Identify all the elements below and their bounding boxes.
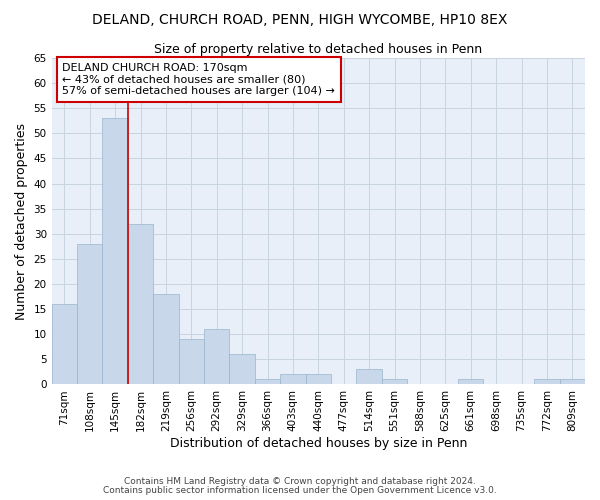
Y-axis label: Number of detached properties: Number of detached properties [15, 123, 28, 320]
Bar [305, 374, 331, 384]
Bar [179, 340, 204, 384]
Bar [229, 354, 255, 384]
Bar [560, 380, 585, 384]
Text: DELAND, CHURCH ROAD, PENN, HIGH WYCOMBE, HP10 8EX: DELAND, CHURCH ROAD, PENN, HIGH WYCOMBE,… [92, 12, 508, 26]
Title: Size of property relative to detached houses in Penn: Size of property relative to detached ho… [154, 42, 482, 56]
Bar [382, 380, 407, 384]
Bar [77, 244, 103, 384]
Text: DELAND CHURCH ROAD: 170sqm
← 43% of detached houses are smaller (80)
57% of semi: DELAND CHURCH ROAD: 170sqm ← 43% of deta… [62, 63, 335, 96]
Bar [153, 294, 179, 384]
Text: Contains HM Land Registry data © Crown copyright and database right 2024.: Contains HM Land Registry data © Crown c… [124, 477, 476, 486]
Bar [255, 380, 280, 384]
Bar [534, 380, 560, 384]
X-axis label: Distribution of detached houses by size in Penn: Distribution of detached houses by size … [170, 437, 467, 450]
Bar [280, 374, 305, 384]
Bar [356, 370, 382, 384]
Bar [52, 304, 77, 384]
Bar [458, 380, 484, 384]
Bar [103, 118, 128, 384]
Bar [128, 224, 153, 384]
Text: Contains public sector information licensed under the Open Government Licence v3: Contains public sector information licen… [103, 486, 497, 495]
Bar [204, 329, 229, 384]
